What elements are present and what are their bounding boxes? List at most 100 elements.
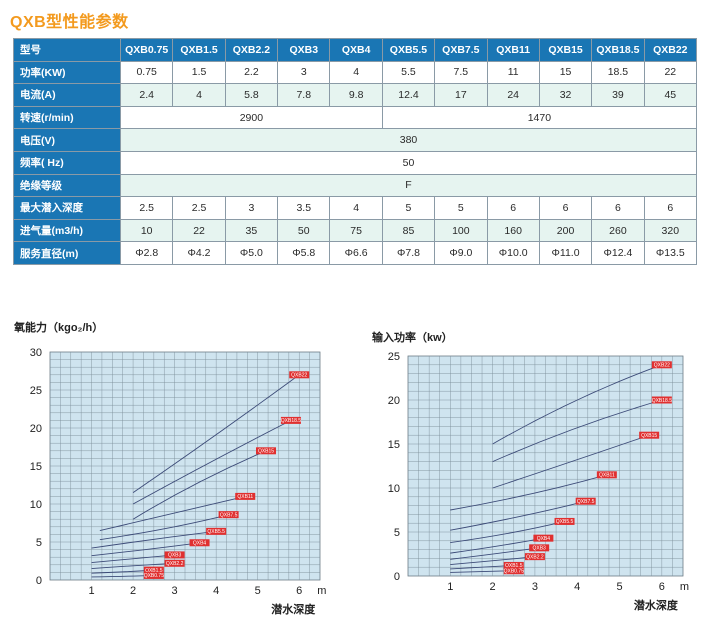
- series-label: QXB0.75: [504, 569, 525, 575]
- series-label-badge: [651, 361, 672, 369]
- table-cell: 260: [591, 218, 645, 243]
- series-label-badge: [189, 539, 210, 547]
- y-tick-label: 0: [394, 571, 400, 583]
- x-tick-label: 4: [213, 585, 219, 597]
- series-label: QXB11: [599, 473, 615, 479]
- table-row: 最大潜入深度 2.5 2.5 3 3.5 4 5 5 6 6 6 6: [13, 196, 698, 220]
- header-label: 型号: [13, 38, 121, 62]
- series-label-badge: [575, 497, 596, 505]
- y-tick-label: 0: [36, 575, 42, 587]
- series-label: QXB1.5: [505, 563, 523, 569]
- x-tick-label: 1: [447, 581, 453, 593]
- table-cell: 160: [486, 218, 540, 243]
- series-line: [91, 530, 217, 549]
- series-label-badge: [639, 431, 660, 439]
- table-cell: Φ10.0: [486, 241, 540, 265]
- table-cell: 3: [224, 196, 279, 220]
- y-tick-label: 15: [388, 439, 400, 451]
- x-tick-label: 2: [130, 585, 136, 597]
- row-label: 服务直径(m): [13, 241, 121, 265]
- row-label: 进气量(m3/h): [13, 218, 121, 243]
- series-label: QXB2.2: [526, 554, 544, 560]
- table-row: 转速(r/min) 2900 1470: [13, 105, 698, 130]
- table-cell: 32: [538, 83, 593, 107]
- y-tick-label: 10: [388, 483, 400, 495]
- series-line: [450, 521, 565, 544]
- x-axis-title: 潜水深度: [634, 598, 679, 612]
- series-label-badge: [256, 447, 276, 455]
- table-cell: 11: [486, 60, 540, 85]
- table-cell: 50: [120, 150, 697, 175]
- header-model: QXB3: [277, 38, 331, 62]
- header-model: QXB0.75: [119, 38, 174, 62]
- y-tick-label: 20: [388, 395, 400, 407]
- header-model: QXB15: [538, 38, 593, 62]
- y-tick-label: 15: [30, 461, 42, 473]
- y-axis-title: 输入功率（kw）: [372, 330, 453, 344]
- y-tick-label: 20: [30, 423, 42, 435]
- table-cell: 6: [591, 196, 645, 220]
- series-label: QXB3: [532, 546, 546, 552]
- page-title: QXB型性能参数: [10, 14, 129, 31]
- series-label: QXB0.75: [144, 573, 165, 579]
- y-tick-label: 10: [30, 499, 42, 511]
- y-tick-label: 25: [30, 385, 42, 397]
- table-cell: 22: [172, 218, 226, 243]
- table-cell: 4: [329, 60, 383, 85]
- table-cell: Φ2.8: [119, 241, 174, 265]
- table-cell: Φ4.2: [172, 241, 226, 265]
- series-label-badge: [164, 551, 185, 559]
- spec-table: 型号 QXB0.75 QXB1.5 QXB2.2 QXB3 QXB4 QXB5.5 QXB7.…: [13, 38, 698, 265]
- table-cell: 7.8: [277, 83, 331, 107]
- series-label-badge: [218, 511, 239, 519]
- series-label: QXB22: [291, 373, 307, 379]
- series-label-badge: [596, 471, 617, 479]
- y-tick-label: 5: [394, 527, 400, 539]
- table-cell: Φ5.8: [277, 241, 331, 265]
- table-cell: 5.8: [224, 83, 279, 107]
- table-cell: 2.5: [172, 196, 226, 220]
- table-cell: Φ6.6: [329, 241, 383, 265]
- row-label: 电流(A): [13, 83, 121, 107]
- table-row: 电流(A) 2.4 4 5.8 7.8 9.8 12.4 17 24 32 39 45: [13, 83, 698, 107]
- table-cell: 2.2: [224, 60, 279, 85]
- series-label-badge: [235, 492, 256, 500]
- x-tick-label: 2: [490, 581, 496, 593]
- table-cell: 380: [120, 128, 697, 152]
- series-label-badge: [524, 553, 545, 561]
- series-line: [492, 434, 650, 489]
- series-line: [99, 495, 246, 532]
- table-row: 电压(V) 380: [13, 128, 697, 152]
- table-cell: 6: [486, 196, 540, 220]
- series-line: [450, 500, 586, 531]
- series-line: [132, 450, 267, 520]
- y-tick-label: 25: [388, 351, 400, 363]
- table-cell: 200: [538, 218, 593, 243]
- table-cell: 18.5: [591, 60, 645, 85]
- table-cell: 1470: [381, 105, 698, 130]
- row-label: 绝缘等级: [13, 173, 121, 198]
- series-label-badge: [206, 527, 227, 535]
- series-label-badge: [143, 571, 164, 579]
- series-label-badge: [651, 396, 672, 404]
- table-cell: 2900: [120, 105, 383, 130]
- table-cell: 5: [434, 196, 488, 220]
- header-model: QXB4: [329, 38, 383, 62]
- header-model: QXB2.2: [224, 38, 279, 62]
- series-line: [450, 474, 607, 511]
- table-cell: 50: [277, 218, 331, 243]
- series-line: [492, 364, 662, 445]
- table-row: 服务直径(m) Φ2.8 Φ4.2 Φ5.0 Φ5.8 Φ6.6 Φ7.8 Φ9.0 Φ10.0…: [13, 241, 698, 265]
- row-label: 最大潜入深度: [13, 196, 121, 220]
- row-label: 功率(KW): [13, 60, 121, 85]
- header-model: QXB5.5: [381, 38, 436, 62]
- table-row: 功率(KW) 0.75 1.5 2.2 3 4 5.5 7.5 11 15 18.5 22: [13, 60, 698, 85]
- table-cell: 7.5: [434, 60, 488, 85]
- table-cell: 22: [643, 60, 698, 85]
- series-label: QXB5.5: [556, 519, 574, 525]
- series-line: [132, 374, 300, 493]
- series-line: [492, 399, 662, 463]
